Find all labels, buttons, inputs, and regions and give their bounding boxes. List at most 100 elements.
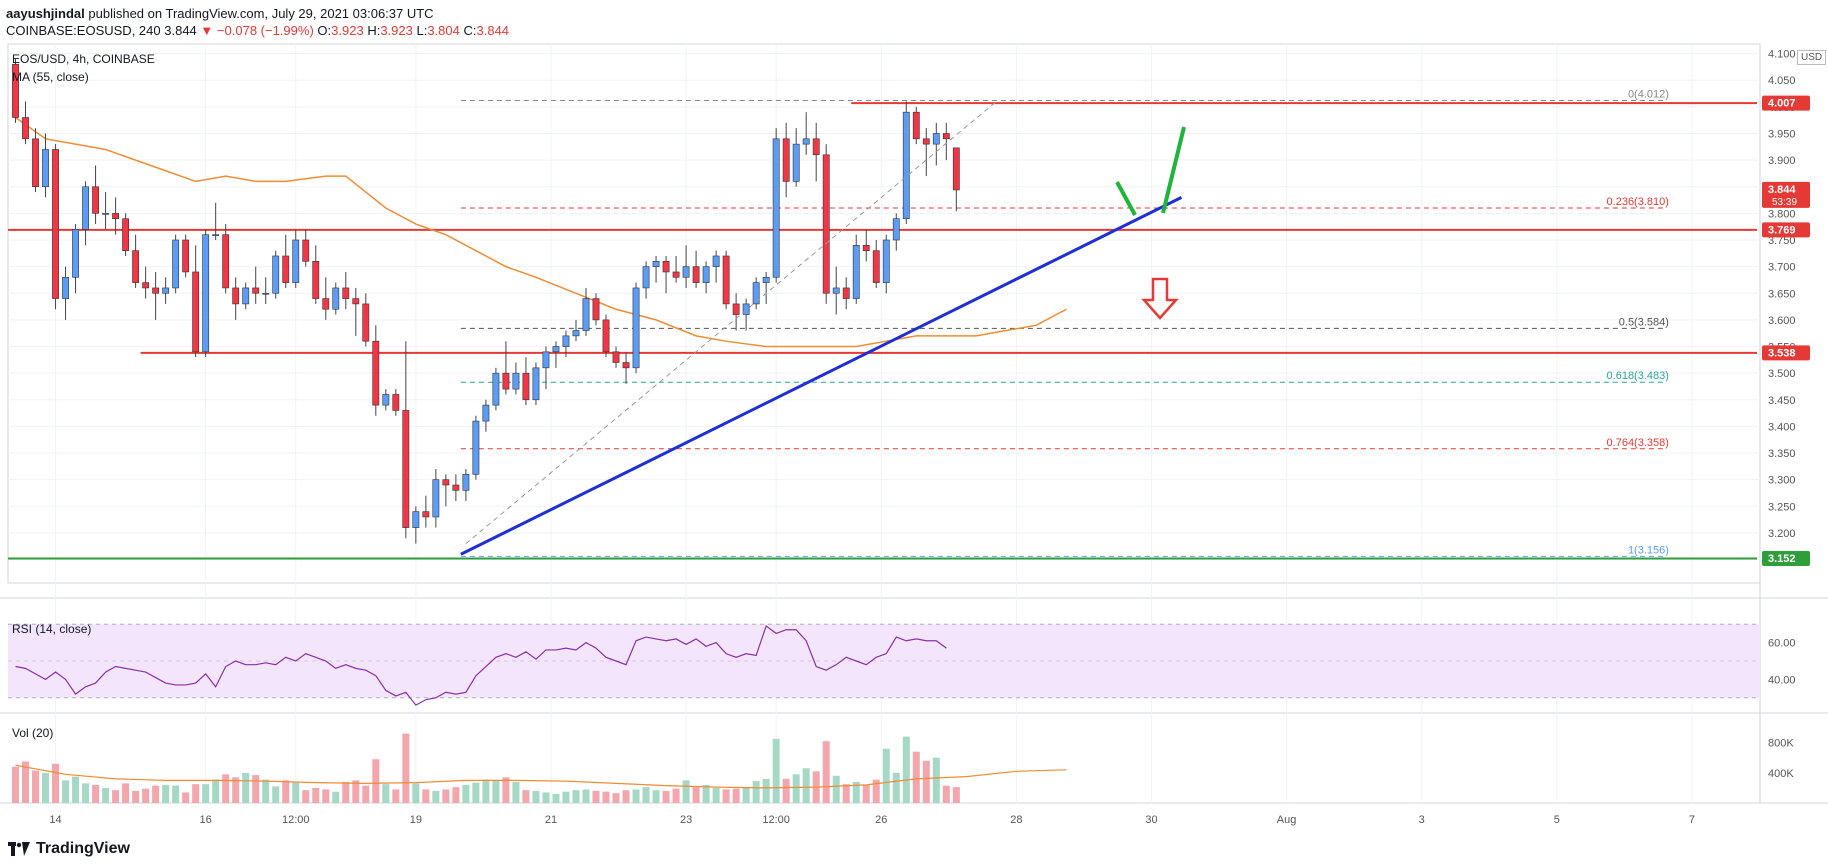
candle-body[interactable]	[172, 239, 180, 289]
candle-body[interactable]	[252, 287, 260, 294]
candle-body[interactable]	[672, 271, 680, 278]
candle-body[interactable]	[882, 239, 890, 283]
candle-body[interactable]	[722, 255, 730, 305]
candle-body[interactable]	[112, 213, 119, 219]
candle-body[interactable]	[622, 362, 630, 369]
candle-body[interactable]	[462, 474, 470, 491]
candle-body[interactable]	[742, 303, 750, 315]
candle-body[interactable]	[192, 271, 200, 353]
candle-body[interactable]	[22, 117, 29, 140]
candle-body[interactable]	[222, 234, 230, 289]
candle-body[interactable]	[82, 186, 89, 230]
candle-body[interactable]	[912, 111, 920, 140]
candle-body[interactable]	[132, 250, 140, 283]
candle-body[interactable]	[692, 266, 700, 283]
candle-body[interactable]	[362, 303, 370, 342]
candle-body[interactable]	[412, 511, 420, 528]
tradingview-logo[interactable]: TradingView	[8, 840, 130, 858]
candle-body[interactable]	[152, 287, 160, 294]
ma-legend[interactable]: MA (55, close)	[12, 70, 89, 84]
candle-body[interactable]	[552, 346, 560, 353]
vol-legend[interactable]: Vol (20)	[12, 726, 54, 740]
candle-body[interactable]	[292, 239, 300, 283]
candle-body[interactable]	[422, 511, 430, 518]
candle-body[interactable]	[632, 287, 640, 369]
candle-body[interactable]	[542, 351, 550, 369]
candle-body[interactable]	[752, 282, 760, 305]
candle-body[interactable]	[432, 479, 440, 518]
candle-body[interactable]	[592, 298, 600, 321]
candle-body[interactable]	[732, 303, 740, 315]
candle-body[interactable]	[932, 133, 940, 145]
candle-body[interactable]	[842, 287, 850, 299]
candle-body[interactable]	[142, 282, 150, 289]
candle-body[interactable]	[772, 138, 780, 278]
trendline[interactable]	[460, 196, 1183, 556]
candle-body[interactable]	[242, 287, 250, 305]
candle-body[interactable]	[122, 218, 130, 251]
candle-body[interactable]	[502, 372, 510, 390]
candle-body[interactable]	[562, 335, 570, 347]
candle-body[interactable]	[442, 479, 450, 486]
candle-body[interactable]	[922, 138, 930, 145]
candle-body[interactable]	[832, 287, 840, 294]
candle-body[interactable]	[872, 250, 880, 283]
candle-body[interactable]	[602, 319, 610, 353]
candle-body[interactable]	[402, 410, 410, 528]
candle-body[interactable]	[712, 255, 720, 267]
currency-badge[interactable]: USD	[1797, 50, 1827, 65]
candle-body[interactable]	[762, 276, 770, 283]
candle-body[interactable]	[162, 287, 170, 294]
candle-body[interactable]	[612, 351, 620, 363]
candle-body[interactable]	[302, 239, 310, 262]
candle-body[interactable]	[332, 287, 340, 310]
candle-body[interactable]	[12, 63, 19, 118]
candle-body[interactable]	[902, 111, 910, 219]
candle-body[interactable]	[352, 298, 360, 305]
candle-body[interactable]	[662, 261, 670, 273]
candle-body[interactable]	[702, 266, 710, 283]
candle-body[interactable]	[182, 239, 190, 273]
candle-body[interactable]	[212, 234, 220, 236]
candle-body[interactable]	[942, 133, 950, 140]
candle-body[interactable]	[312, 261, 320, 299]
drawings[interactable]	[460, 101, 1186, 556]
candle-body[interactable]	[482, 404, 490, 422]
candle-body[interactable]	[342, 287, 350, 299]
candle-body[interactable]	[62, 276, 69, 299]
candle-body[interactable]	[392, 394, 400, 411]
candle-body[interactable]	[822, 154, 830, 294]
candle-body[interactable]	[782, 138, 790, 182]
candle-body[interactable]	[322, 298, 330, 310]
author-name[interactable]: aayushjindal	[6, 6, 85, 21]
candle-body[interactable]	[642, 266, 650, 289]
candles[interactable]	[12, 58, 960, 544]
candle-body[interactable]	[492, 372, 500, 406]
candle-body[interactable]	[102, 213, 109, 215]
symbol-legend[interactable]: EOS/USD, 4h, COINBASE	[12, 52, 155, 66]
candle-body[interactable]	[272, 255, 280, 294]
candle-body[interactable]	[582, 298, 590, 331]
candle-body[interactable]	[232, 287, 240, 305]
candle-body[interactable]	[892, 218, 900, 241]
rsi-legend[interactable]: RSI (14, close)	[12, 622, 92, 636]
candle-body[interactable]	[472, 420, 480, 475]
candle-body[interactable]	[512, 372, 520, 390]
candle-body[interactable]	[452, 484, 460, 491]
candle-body[interactable]	[682, 266, 690, 278]
candle-body[interactable]	[852, 245, 860, 299]
candle-body[interactable]	[522, 372, 530, 401]
candle-body[interactable]	[572, 330, 580, 337]
candle-body[interactable]	[532, 367, 540, 401]
candle-body[interactable]	[32, 138, 39, 188]
candle-body[interactable]	[952, 147, 960, 191]
candle-body[interactable]	[92, 186, 99, 214]
candle-body[interactable]	[202, 234, 210, 353]
candle-body[interactable]	[652, 261, 660, 267]
candle-body[interactable]	[382, 394, 390, 406]
candle-body[interactable]	[862, 245, 870, 251]
candle-body[interactable]	[372, 340, 380, 406]
candle-body[interactable]	[42, 149, 49, 188]
